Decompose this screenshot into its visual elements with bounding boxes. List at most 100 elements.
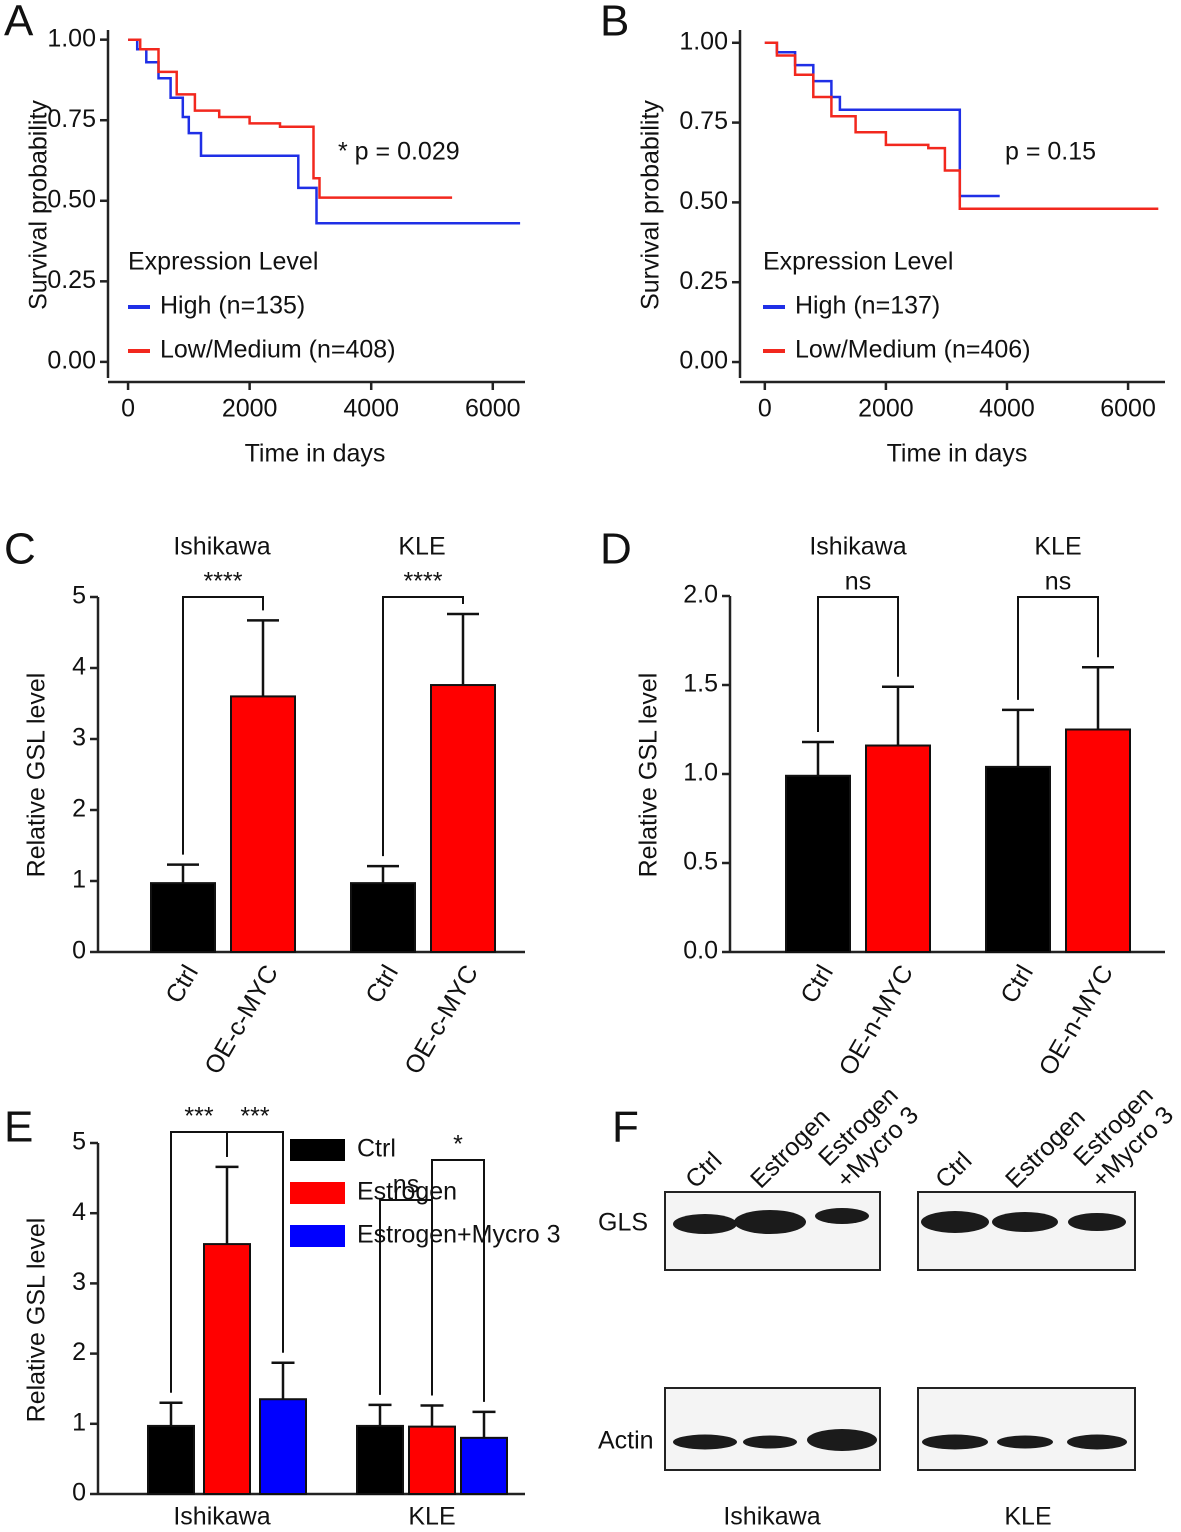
bar [147,1424,195,1496]
legend-title: Expression Level [128,248,318,276]
y-tick-label: 0 [72,1479,86,1507]
blot-band [807,1429,877,1451]
blot-band [922,1434,988,1450]
survival-curve [764,41,1159,211]
y-tick-label: 5 [72,1128,86,1156]
bar [408,1425,456,1496]
error-bar [420,1404,444,1427]
blot-band [1068,1213,1126,1231]
error-bar [882,685,914,746]
blot-band [921,1211,989,1233]
x-tick-label: 0 [121,395,135,423]
group-label: Ishikawa [173,533,270,561]
significance-label: **** [204,568,243,596]
significance-bracket [817,596,899,732]
blot-band [992,1212,1058,1232]
legend-swatch [290,1182,345,1204]
x-tick-label: OE-c-MYC [399,960,484,1079]
error-bar [802,740,834,776]
error-bar [247,619,279,697]
y-tick-label: 3 [72,724,86,752]
y-axis-label: Relative GSL level [23,1218,51,1423]
legend-label: Low/Medium (n=406) [795,336,1031,364]
bar [230,695,296,954]
y-tick-label: 4 [72,653,86,681]
y-tick-label: 2.0 [683,581,718,609]
significance-label: ns [1045,568,1071,596]
significance-label: **** [404,568,443,596]
y-tick-label: 5 [72,582,86,610]
y-axis-label: Relative GSL level [23,673,51,878]
panel-letter: D [600,525,632,574]
blot-lane-label: Ctrl [680,1147,727,1194]
bar [460,1436,508,1495]
x-tick-label: 0 [758,395,772,423]
x-tick-label: OE-c-MYC [199,960,284,1079]
legend-swatch [290,1225,345,1247]
x-axis-label: Time in days [245,440,386,468]
panel-letter: E [4,1103,33,1152]
legend-label: High (n=137) [795,292,940,320]
x-tick-label: OE-n-MYC [834,960,919,1080]
y-tick-label: 0.25 [47,266,96,294]
y-tick-label: 0.25 [679,267,728,295]
bar [150,882,216,954]
group-label: KLE [398,533,445,561]
blot-band [673,1214,737,1234]
blot-band [673,1434,737,1450]
x-axis-label: Time in days [887,440,1028,468]
significance-label: ns [393,1171,419,1199]
x-tick-label: 6000 [1100,395,1156,423]
y-tick-label: 0.5 [683,848,718,876]
legend-label: Ctrl [357,1135,396,1163]
x-tick-label: OE-n-MYC [1034,960,1119,1080]
bar [985,765,1051,953]
panel-letter: B [600,0,629,46]
error-bar [159,1401,183,1426]
error-bar [472,1410,496,1438]
y-tick-label: 1.00 [679,27,728,55]
panel-letter: A [4,0,34,46]
y-tick-label: 1.00 [47,24,96,52]
legend-label: High (n=135) [160,292,305,320]
bar [430,684,496,953]
error-bar [1082,665,1114,730]
survival-curve [764,41,1000,198]
x-tick-label: Ishikawa [173,1503,270,1531]
y-axis-label: Survival probability [25,100,53,310]
significance-label: *** [240,1103,269,1131]
legend-label: Estrogen+Mycro 3 [357,1221,561,1249]
panel-letter: F [612,1103,639,1152]
y-tick-label: 0.00 [47,346,96,374]
y-tick-label: 3 [72,1268,86,1296]
blot-frame [664,1387,881,1471]
bar [356,1424,404,1496]
y-tick-label: 0 [72,937,86,965]
significance-bracket [1017,596,1099,700]
bar [865,744,931,954]
error-bar [447,612,479,686]
survival-curve [128,38,521,225]
legend-swatch [290,1139,345,1161]
significance-bracket [431,1159,485,1402]
y-axis-label: Survival probability [637,100,665,310]
error-bar [215,1165,239,1245]
x-tick-label: Ctrl [995,960,1039,1008]
y-tick-label: 1.0 [683,759,718,787]
blot-band [1067,1434,1127,1450]
bar [350,882,416,954]
blot-frame [917,1387,1136,1471]
x-tick-label: 2000 [222,395,278,423]
annotation: p = 0.15 [1005,138,1096,166]
annotation: * p = 0.029 [338,138,460,166]
significance-bracket [182,596,264,855]
bar [203,1243,251,1496]
y-tick-label: 0.50 [47,185,96,213]
y-axis-label: Relative GSL level [635,673,663,878]
y-tick-label: 0.75 [679,107,728,135]
y-tick-label: 0.0 [683,937,718,965]
x-tick-label: Ctrl [795,960,839,1008]
error-bar [271,1361,295,1400]
survival-curve [128,38,453,199]
